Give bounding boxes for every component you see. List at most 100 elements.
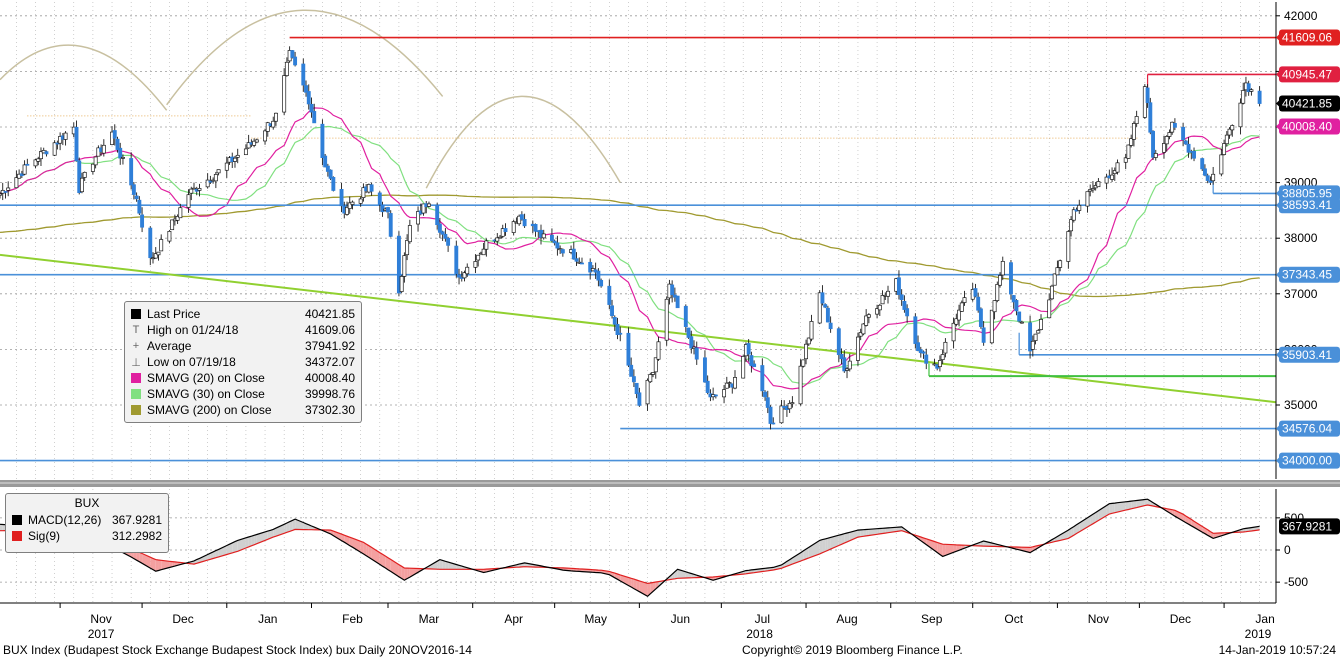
candle-body-up: [246, 142, 251, 149]
candle-body-up: [500, 228, 505, 237]
macd-fill: [150, 557, 154, 570]
candle: [396, 231, 401, 297]
candle: [951, 317, 956, 349]
candle: [998, 272, 1002, 288]
legend-row-high: T High on 01/24/18 41609.06: [131, 322, 355, 338]
macd-fill: [161, 560, 170, 570]
candle: [1069, 216, 1074, 237]
candle-body-down: [765, 397, 770, 408]
x-month-label: Sep: [921, 612, 943, 626]
legend-label: SMAVG (200) on Close: [147, 403, 272, 417]
candle: [77, 157, 82, 195]
candle-body-up: [421, 203, 426, 214]
candle-body-up: [845, 368, 849, 371]
candle: [369, 182, 374, 196]
candle-body-up: [724, 382, 729, 389]
candle: [325, 163, 330, 177]
macd-fill: [819, 539, 823, 554]
candle: [323, 153, 328, 168]
macd-fill: [524, 562, 533, 567]
candle-body-up: [96, 147, 101, 157]
macd-fill: [169, 561, 173, 568]
footer-copyright: Copyright© 2019 Bloomberg Finance L.P.: [742, 643, 963, 657]
candle-body-down: [1257, 90, 1262, 104]
candle: [1090, 181, 1095, 193]
candle: [153, 247, 158, 259]
candle: [290, 49, 295, 59]
price-y-tick-label: 38000: [1284, 231, 1318, 245]
legend-row-smavg-20: SMAVG (20) on Close 40008.40: [131, 370, 355, 386]
candle-body-up: [856, 336, 860, 361]
candle: [733, 370, 737, 390]
candle-body-down: [825, 307, 830, 323]
candle-body-up: [664, 298, 669, 341]
candle: [252, 138, 257, 148]
candle: [560, 248, 565, 257]
candle-body-down: [836, 328, 841, 356]
candle: [457, 268, 461, 285]
macd-fill: [1092, 512, 1096, 524]
candle: [189, 186, 194, 201]
candle-body-up: [1069, 219, 1074, 232]
candle-body-down: [1172, 123, 1177, 128]
candle: [192, 182, 196, 190]
macd-fill: [857, 529, 861, 538]
candle-body-down: [446, 237, 451, 246]
macd-fill: [1087, 516, 1091, 528]
price-y-tick-label: 37000: [1284, 287, 1318, 301]
candle: [651, 372, 655, 378]
candle-body-up: [1164, 136, 1169, 145]
candle: [610, 299, 614, 319]
candle: [3, 191, 8, 199]
candle: [1227, 127, 1232, 139]
candle-body-down: [115, 138, 120, 150]
macd-fill: [1133, 500, 1137, 509]
candle-body-down: [77, 160, 82, 194]
x-month-label: Dec: [1170, 612, 1191, 626]
candle-body-up: [727, 382, 732, 384]
candle: [306, 84, 311, 110]
candle-body-down: [1246, 83, 1251, 93]
macd-fill: [363, 542, 367, 556]
candle: [653, 357, 658, 379]
macd-fill: [341, 534, 345, 543]
candle-body-up: [243, 148, 248, 156]
candle: [446, 236, 451, 252]
candle: [913, 313, 918, 349]
candle-body-up: [541, 233, 546, 239]
candle-body-up: [951, 322, 956, 342]
candle-body-down: [396, 235, 401, 294]
macd-fill: [368, 545, 372, 560]
candle: [246, 134, 251, 149]
candle-body-up: [1230, 125, 1235, 131]
x-month-label: Aug: [836, 612, 857, 626]
candle: [243, 144, 248, 156]
candle: [1172, 118, 1177, 131]
candle: [1183, 139, 1188, 145]
macd-fill: [1128, 501, 1132, 510]
candle-body-up: [645, 379, 650, 405]
macd-fill: [265, 531, 268, 541]
candle: [683, 304, 688, 333]
candle: [500, 224, 505, 239]
macd-fill: [1174, 510, 1184, 522]
candle: [481, 242, 486, 256]
candle: [1203, 164, 1207, 177]
macd-fill: [1194, 521, 1203, 533]
candle-body-up: [159, 239, 164, 252]
macd-fill: [254, 534, 257, 545]
candle: [58, 132, 63, 151]
x-year-label: 2018: [746, 627, 773, 641]
price-tag-label: 40945.47: [1282, 67, 1332, 81]
candle-body-up: [801, 359, 806, 367]
price-y-tick-label: 35000: [1284, 398, 1318, 412]
candle: [1085, 191, 1090, 213]
candle-body-up: [1077, 204, 1082, 211]
candle: [93, 156, 98, 169]
macd-fill: [866, 529, 869, 536]
candle-body-up: [17, 173, 22, 179]
candle-body-up: [213, 174, 218, 182]
candle: [1241, 82, 1246, 105]
legend-label: Last Price: [147, 307, 201, 321]
candle-body-down: [637, 392, 642, 406]
